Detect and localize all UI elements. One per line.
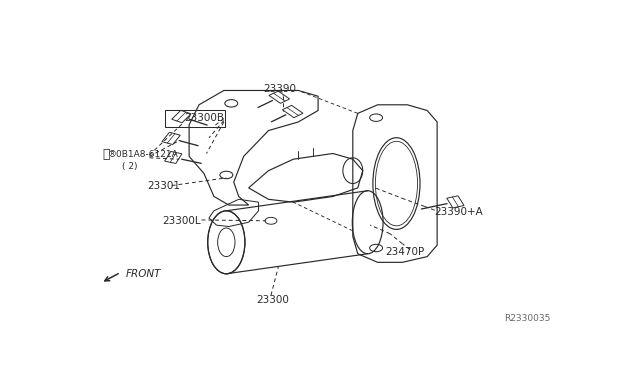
Text: 23390: 23390	[264, 84, 296, 94]
Text: R2330035: R2330035	[504, 314, 550, 323]
Text: 23300L: 23300L	[162, 216, 200, 226]
Text: 23300B: 23300B	[184, 113, 224, 123]
Text: 23301: 23301	[147, 182, 180, 192]
Text: Ⓑ: Ⓑ	[102, 148, 109, 161]
Text: 23470P: 23470P	[385, 247, 424, 257]
Text: FRONT: FRONT	[125, 269, 161, 279]
Text: ( 2): ( 2)	[122, 162, 138, 171]
Text: 23390+A: 23390+A	[435, 207, 483, 217]
Text: ®0B1A8-6121A: ®0B1A8-6121A	[108, 150, 178, 160]
Text: 23300: 23300	[256, 295, 289, 305]
